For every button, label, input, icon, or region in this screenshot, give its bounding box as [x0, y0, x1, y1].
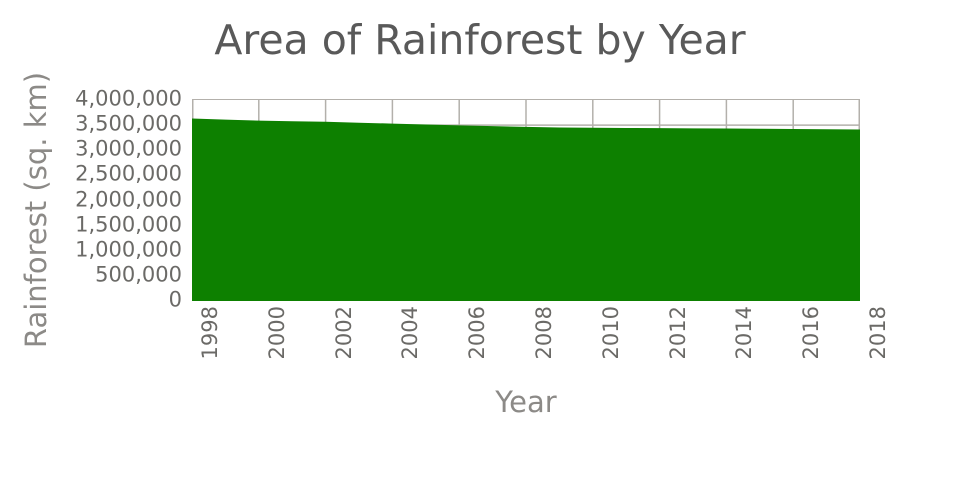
x-axis-tick-label: 2008 — [532, 306, 556, 360]
x-axis-tick-label: 2000 — [264, 306, 289, 360]
x-axis-tick-label: 1998 — [198, 306, 222, 360]
y-axis-tick-label: 3,500,000 — [75, 111, 182, 136]
y-axis-tick-label: 500,000 — [95, 262, 182, 287]
chart-title: Area of Rainforest by Year — [214, 16, 746, 64]
x-axis-tick-label: 2010 — [598, 306, 623, 360]
y-axis-tick-label: 2,000,000 — [75, 187, 182, 211]
y-axis-tick-label: 0 — [168, 287, 182, 312]
y-axis-tick-label: 1,000,000 — [75, 237, 182, 262]
y-axis-tick-label: 3,000,000 — [75, 136, 182, 161]
x-axis-tick-label: 2016 — [799, 306, 824, 360]
x-axis-tick-label: 2014 — [732, 306, 757, 360]
x-axis-tick-label: 2012 — [665, 306, 690, 360]
area-chart-svg — [192, 100, 860, 301]
x-axis-tick-label: 2002 — [331, 306, 356, 360]
plot-area — [192, 99, 860, 301]
x-axis-tick-label: 2006 — [465, 306, 490, 360]
y-axis-tick-label: 4,000,000 — [75, 86, 182, 111]
area-series-rainforest — [192, 118, 860, 301]
x-axis-tick-label: 2004 — [398, 306, 423, 360]
y-axis-title: Rainforest (sq. km) — [19, 71, 53, 349]
y-axis-tick-label: 1,500,000 — [75, 212, 182, 237]
x-axis-tick-labels: 1998 2000 2002 2004 2006 2008 2010 2012 2014 2016… — [192, 300, 890, 390]
x-axis-title: Year — [495, 385, 557, 419]
y-axis-tick-labels: 4,000,000 3,500,000 3,000,000 2,500,000 2,00… — [62, 0, 182, 500]
y-axis-tick-label: 2,500,000 — [75, 161, 182, 186]
x-axis-tick-label: 2018 — [866, 306, 890, 360]
